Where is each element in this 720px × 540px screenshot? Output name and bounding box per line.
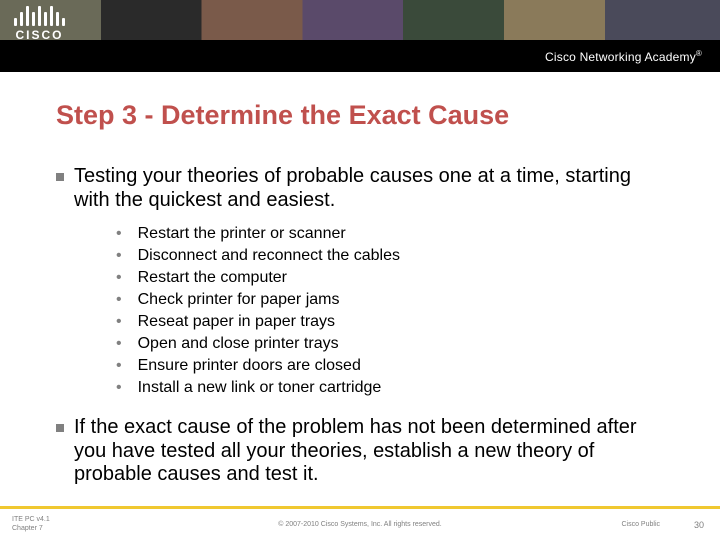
list-item-text: Restart the printer or scanner	[138, 224, 346, 244]
footer-course: ITE PC v4.1	[12, 516, 50, 524]
square-bullet-icon	[56, 424, 64, 432]
footer-left: ITE PC v4.1 Chapter 7	[0, 516, 50, 533]
dot-bullet-icon: •	[116, 378, 122, 398]
list-item-text: Install a new link or toner cartridge	[138, 378, 382, 398]
list-item: • Disconnect and reconnect the cables	[116, 246, 670, 266]
lead-text-1: Testing your theories of probable causes…	[74, 165, 670, 212]
square-bullet-icon	[56, 173, 64, 181]
dot-bullet-icon: •	[116, 246, 122, 266]
list-item-text: Open and close printer trays	[138, 334, 339, 354]
list-item-text: Reseat paper in paper trays	[138, 312, 335, 332]
dot-bullet-icon: •	[116, 312, 122, 332]
list-item: • Open and close printer trays	[116, 334, 670, 354]
list-item: • Restart the printer or scanner	[116, 224, 670, 244]
cisco-bars-icon	[14, 4, 65, 26]
header: Cisco Networking Academy® CISCO	[0, 0, 720, 72]
list-item: • Check printer for paper jams	[116, 290, 670, 310]
cisco-logo: CISCO	[14, 4, 65, 42]
footer-classification: Cisco Public	[621, 521, 660, 528]
lead-text-2: If the exact cause of the problem has no…	[74, 416, 670, 487]
dot-bullet-icon: •	[116, 268, 122, 288]
dot-bullet-icon: •	[116, 334, 122, 354]
list-item: • Ensure printer doors are closed	[116, 356, 670, 376]
dot-bullet-icon: •	[116, 356, 122, 376]
list-item: • Restart the computer	[116, 268, 670, 288]
bullet-list: • Restart the printer or scanner • Disconne…	[116, 224, 670, 398]
lead-paragraph-2: If the exact cause of the problem has no…	[56, 416, 670, 487]
footer-copyright: © 2007-2010 Cisco Systems, Inc. All righ…	[278, 521, 442, 528]
list-item-text: Disconnect and reconnect the cables	[138, 246, 400, 266]
footer: ITE PC v4.1 Chapter 7 © 2007-2010 Cisco …	[0, 506, 720, 540]
dot-bullet-icon: •	[116, 290, 122, 310]
cisco-wordmark: CISCO	[14, 28, 65, 42]
header-black-band: Cisco Networking Academy®	[0, 40, 720, 72]
slide-content: Step 3 - Determine the Exact Cause Testi…	[0, 72, 720, 487]
list-item-text: Restart the computer	[138, 268, 287, 288]
page-number: 30	[694, 520, 704, 530]
list-item: • Reseat paper in paper trays	[116, 312, 670, 332]
academy-label: Cisco Networking Academy®	[545, 49, 702, 64]
lead-paragraph-1: Testing your theories of probable causes…	[56, 165, 670, 212]
footer-chapter: Chapter 7	[12, 525, 50, 533]
slide-title: Step 3 - Determine the Exact Cause	[56, 100, 670, 131]
list-item: • Install a new link or toner cartridge	[116, 378, 670, 398]
list-item-text: Check printer for paper jams	[138, 290, 340, 310]
list-item-text: Ensure printer doors are closed	[138, 356, 361, 376]
dot-bullet-icon: •	[116, 224, 122, 244]
